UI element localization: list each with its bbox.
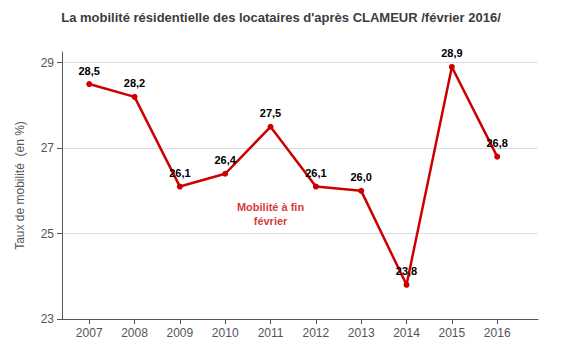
svg-text:Taux de mobilité (en %): Taux de mobilité (en %) <box>13 121 27 250</box>
svg-text:26,1: 26,1 <box>169 167 190 179</box>
svg-text:26,1: 26,1 <box>305 167 326 179</box>
svg-text:27,5: 27,5 <box>260 107 281 119</box>
svg-text:2012: 2012 <box>303 326 330 340</box>
svg-text:Mobilité à fin: Mobilité à fin <box>237 201 305 213</box>
svg-text:2013: 2013 <box>348 326 375 340</box>
svg-text:2010: 2010 <box>212 326 239 340</box>
svg-text:La mobilité résidentielle des: La mobilité résidentielle des locataires… <box>61 10 501 25</box>
svg-text:25: 25 <box>41 227 55 241</box>
svg-text:2011: 2011 <box>258 326 284 340</box>
svg-text:28,9: 28,9 <box>441 47 462 59</box>
svg-text:28,2: 28,2 <box>124 77 145 89</box>
svg-text:février: février <box>254 215 288 227</box>
svg-text:2009: 2009 <box>167 326 194 340</box>
svg-text:29: 29 <box>41 56 55 70</box>
svg-text:27: 27 <box>41 141 55 155</box>
svg-text:26,4: 26,4 <box>214 154 236 166</box>
svg-text:2008: 2008 <box>121 326 148 340</box>
svg-text:26,8: 26,8 <box>486 137 507 149</box>
svg-text:23,8: 23,8 <box>396 265 417 277</box>
svg-text:26,0: 26,0 <box>350 171 371 183</box>
svg-text:23: 23 <box>41 312 55 326</box>
svg-text:2014: 2014 <box>393 326 420 340</box>
svg-text:2007: 2007 <box>76 326 103 340</box>
svg-text:2015: 2015 <box>439 326 466 340</box>
svg-text:28,5: 28,5 <box>78 65 99 77</box>
svg-text:2016: 2016 <box>484 326 511 340</box>
